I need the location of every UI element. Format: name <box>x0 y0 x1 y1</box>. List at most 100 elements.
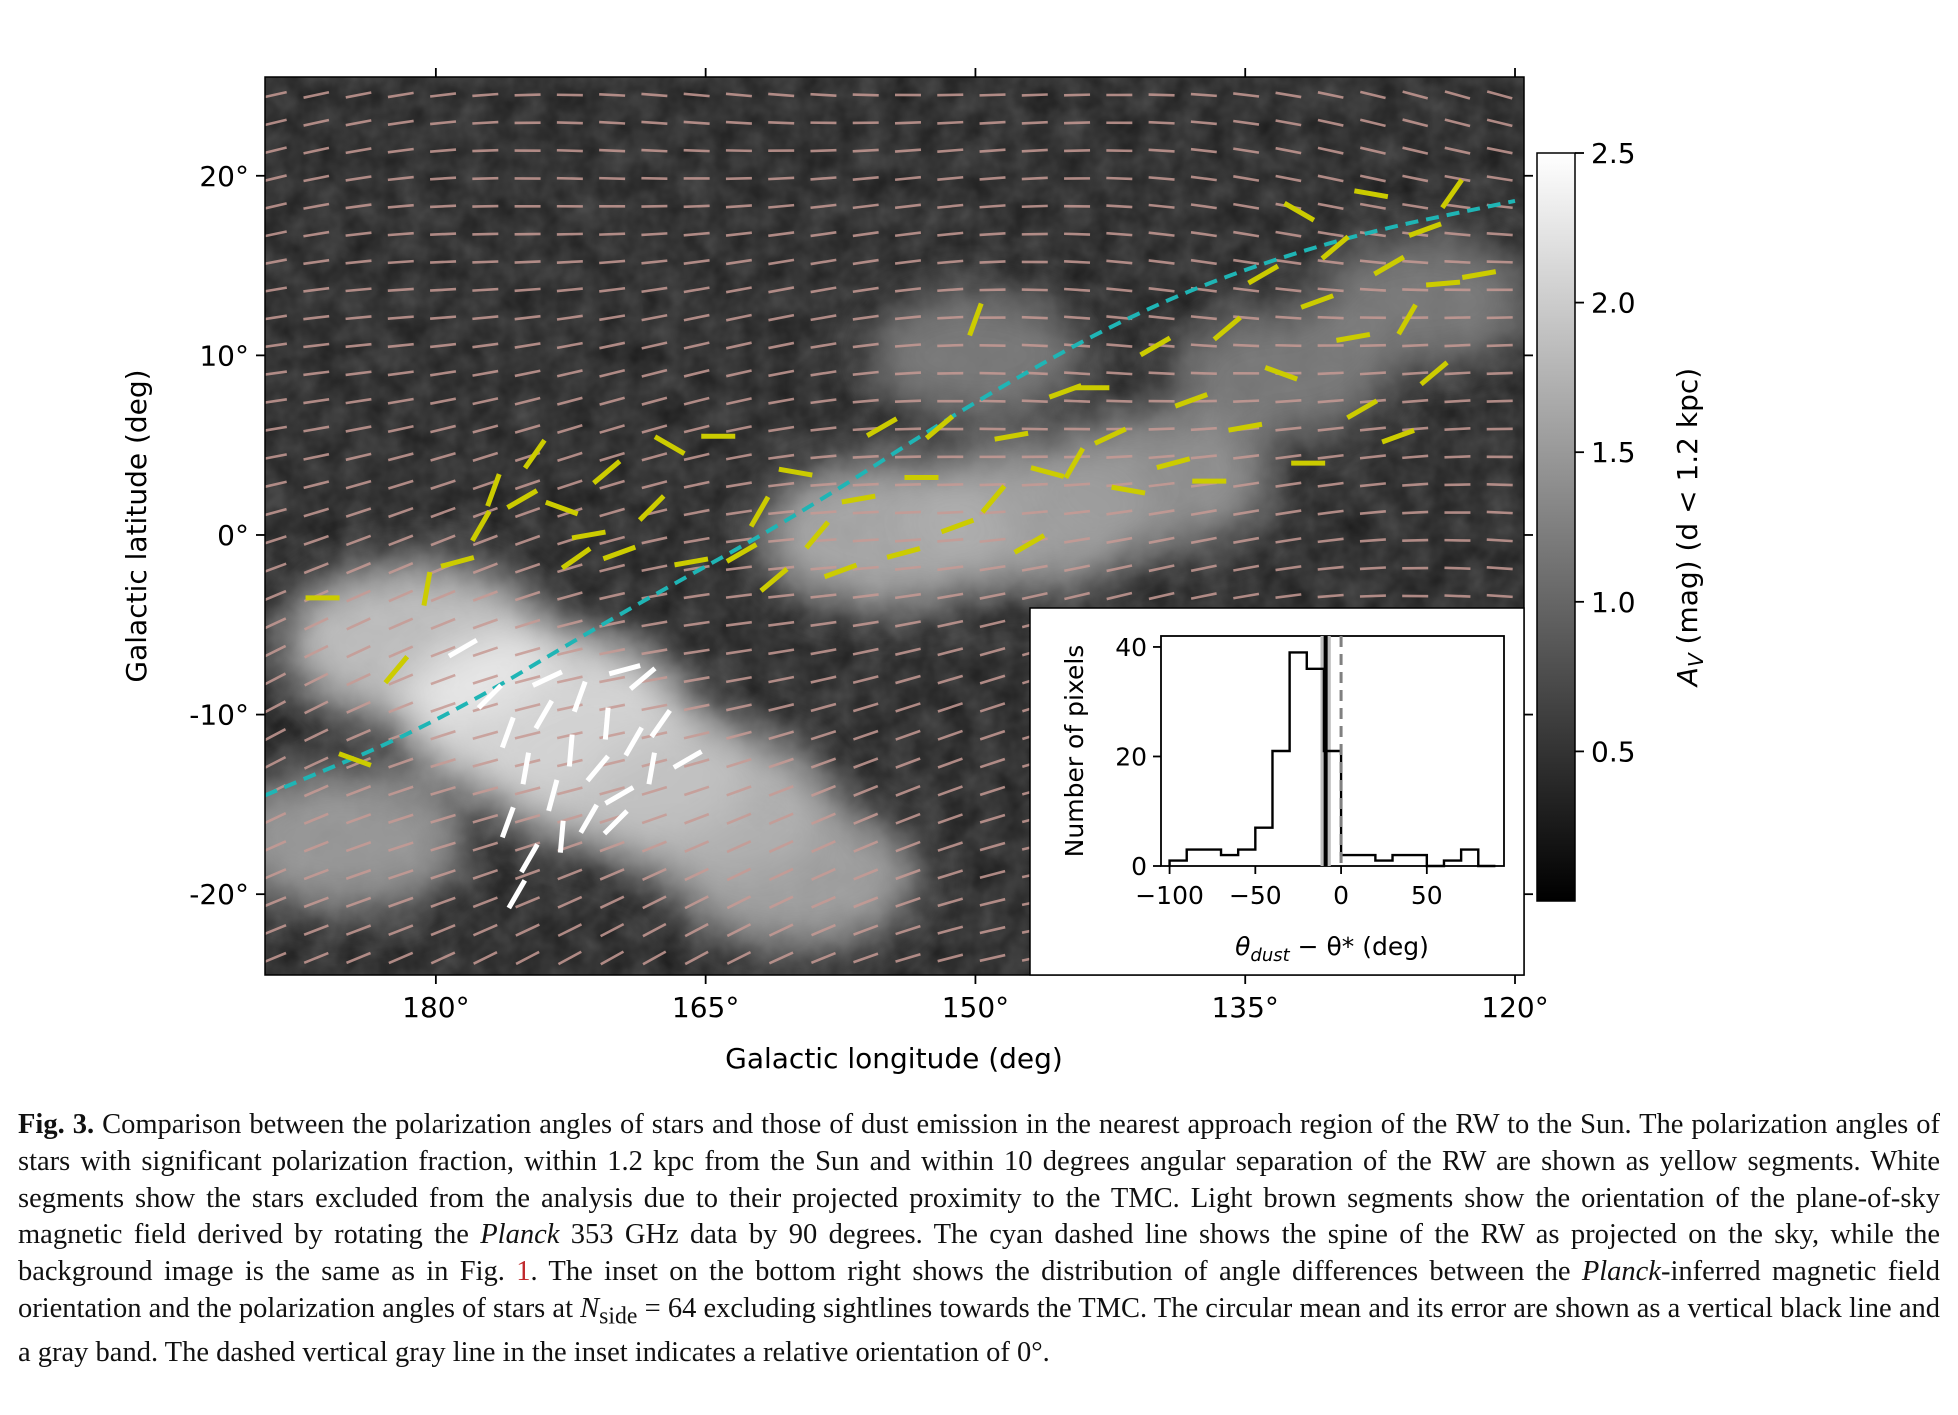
star-segment <box>1408 221 1442 238</box>
field-segment <box>1233 119 1260 126</box>
star-segment <box>1283 201 1316 223</box>
field-segment <box>1402 538 1429 543</box>
field-segment <box>472 923 498 937</box>
x-axis-label: Galactic longitude (deg) <box>725 1042 1063 1075</box>
field-segment <box>599 922 625 938</box>
field-segment <box>895 674 921 685</box>
field-segment <box>1233 536 1260 544</box>
excluded-star-segment <box>499 806 516 839</box>
star-segment <box>571 529 606 541</box>
field-segment <box>1317 315 1344 320</box>
field-segment <box>853 784 879 797</box>
inset-y-tick-label: 20 <box>1115 742 1147 771</box>
field-segment <box>810 510 837 515</box>
field-segment <box>979 841 1006 852</box>
star-segment <box>1174 392 1209 409</box>
field-segment <box>345 287 372 293</box>
field-segment <box>1317 481 1344 488</box>
field-segment <box>387 315 414 321</box>
excluded-star-segment <box>602 809 629 836</box>
field-segment <box>810 702 837 713</box>
field-segment <box>345 231 372 237</box>
field-segment <box>1444 174 1471 183</box>
star-segment <box>637 494 666 522</box>
caption-figure-ref[interactable]: 1 <box>516 1256 531 1288</box>
field-segment <box>599 120 626 125</box>
star-segment <box>485 473 502 507</box>
field-segment <box>430 451 456 462</box>
field-segment <box>430 204 457 209</box>
excluded-star-segment <box>506 879 527 910</box>
field-segment <box>810 648 837 656</box>
field-segment <box>726 785 752 797</box>
field-segment <box>345 342 372 349</box>
field-segment <box>1317 426 1344 432</box>
field-segment <box>1402 343 1429 348</box>
field-segment <box>895 924 921 936</box>
field-segment <box>810 784 837 797</box>
field-segment <box>895 647 921 656</box>
star-segment <box>470 510 492 542</box>
field-segment <box>683 785 710 797</box>
field-segment <box>1233 175 1260 182</box>
field-segment <box>472 342 499 349</box>
field-segment <box>725 425 752 433</box>
excluded-star-segment <box>533 699 554 730</box>
star-segment <box>522 438 547 470</box>
field-segment <box>472 702 499 713</box>
field-segment <box>387 175 414 182</box>
field-segment <box>852 510 879 515</box>
field-segment <box>1486 260 1513 264</box>
field-segment <box>852 426 879 432</box>
field-segment <box>1359 259 1386 265</box>
field-segment <box>303 314 330 321</box>
field-segment <box>1021 343 1048 348</box>
field-segment <box>768 565 795 571</box>
star-segment <box>980 484 1007 514</box>
field-segment <box>430 645 456 658</box>
field-segment <box>979 399 1006 403</box>
excluded-star-segment <box>571 680 588 713</box>
field-segment <box>979 371 1006 375</box>
field-segment <box>1190 315 1217 321</box>
field-segment <box>1444 118 1471 128</box>
field-segment <box>641 676 668 684</box>
field-segment <box>642 867 667 881</box>
field-segment <box>684 950 709 966</box>
field-segment <box>895 812 921 825</box>
field-segment <box>768 757 794 769</box>
field-segment <box>599 840 625 853</box>
field-segment <box>514 562 541 574</box>
field-segment <box>726 895 752 910</box>
field-segment <box>641 148 668 153</box>
field-segment <box>852 593 879 599</box>
field-segment <box>556 786 583 796</box>
field-segment <box>768 593 795 599</box>
field-segment <box>345 203 372 210</box>
field-segment <box>852 314 879 321</box>
field-segment <box>346 700 371 714</box>
field-segment <box>811 840 836 854</box>
field-segment <box>303 202 330 210</box>
field-segment <box>641 232 668 237</box>
field-segment <box>1317 509 1344 516</box>
field-segment <box>430 506 456 519</box>
field-segment <box>683 452 710 462</box>
field-segment <box>472 232 499 236</box>
field-segment <box>599 396 626 406</box>
field-segment <box>979 204 1006 209</box>
star-segment <box>940 517 975 535</box>
field-segment <box>641 648 668 656</box>
field-segment <box>810 203 837 210</box>
field-segment <box>303 230 330 238</box>
field-segment <box>472 176 499 181</box>
field-segment <box>556 675 583 684</box>
field-segment <box>1148 371 1175 376</box>
field-segment <box>387 452 414 462</box>
field-segment <box>1021 399 1048 403</box>
field-segment <box>725 481 752 489</box>
field-segment <box>345 175 372 182</box>
field-segment <box>725 258 752 266</box>
field-segment <box>430 896 456 908</box>
field-segment <box>810 148 837 153</box>
